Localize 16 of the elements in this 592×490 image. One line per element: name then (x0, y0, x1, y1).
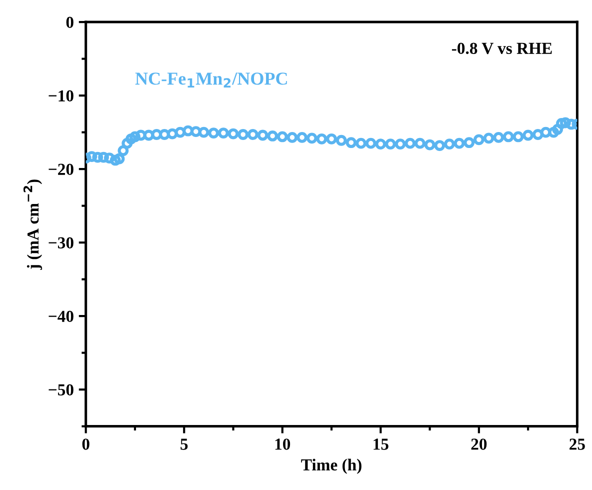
text: NC-Fe$_{1}$Mn$_{2}$/NOPC (135, 72, 287, 88)
annotation: -0.8 V vs RHE (452, 42, 552, 54)
x-tick-label: 10 (275, 438, 290, 450)
y-tick-label: −40 (48, 310, 74, 322)
x-tick-label: 20 (471, 438, 487, 450)
x-tick-label: 15 (374, 438, 388, 450)
x-tick-label: 25 (570, 438, 585, 450)
y-tick-label: 0 (66, 16, 74, 28)
x-axis-title: Time (h) (301, 458, 362, 474)
x-tick-label: 0 (82, 438, 90, 450)
x-tick-label: 5 (180, 438, 188, 450)
y-tick-label: −50 (48, 384, 74, 396)
y-axis-title: j (mA cm$^{−2}$) (23, 180, 42, 270)
y-tick-label: −10 (48, 90, 74, 102)
y-tick-label: −30 (48, 237, 74, 248)
y-tick-label: −20 (48, 164, 74, 175)
